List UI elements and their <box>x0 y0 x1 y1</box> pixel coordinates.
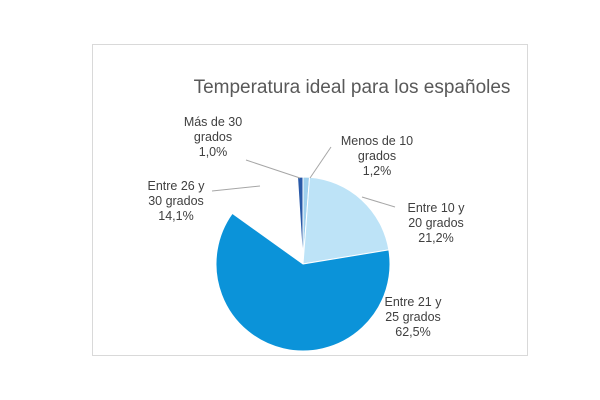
data-label-line: grados <box>358 149 396 163</box>
data-label-line: 62,5% <box>395 325 430 339</box>
data-label-5: Más de 30 grados 1,0% <box>184 115 242 159</box>
data-label-line: 1,0% <box>199 145 228 159</box>
data-label-line: 21,2% <box>418 231 453 245</box>
leader-line-1 <box>309 146 332 179</box>
data-label-line: 30 grados <box>148 194 204 208</box>
data-label-line: 20 grados <box>408 216 464 230</box>
pie-slice-4 <box>228 171 301 260</box>
data-labels: Menos de 10 grados 1,2%Entre 10 y 20 grados… <box>148 115 466 339</box>
data-label-line: 1,2% <box>363 164 392 178</box>
leader-line-2 <box>361 196 396 208</box>
data-label-line: grados <box>194 130 232 144</box>
data-label-line: Entre 21 y <box>385 295 443 309</box>
leader-lines <box>211 146 396 208</box>
data-label-line: Menos de 10 <box>341 134 413 148</box>
data-label-line: Entre 10 y <box>408 201 466 215</box>
pie-slices <box>215 171 391 352</box>
leader-line-4 <box>211 185 261 192</box>
chart-title: Temperatura ideal para los españoles <box>194 77 511 98</box>
data-label-4: Entre 26 y 30 grados 14,1% <box>148 179 206 223</box>
data-label-line: Más de 30 <box>184 115 242 129</box>
pie-slice-3 <box>215 212 391 352</box>
data-label-line: 25 grados <box>385 310 441 324</box>
data-label-line: 14,1% <box>158 209 193 223</box>
data-label-1: Menos de 10 grados 1,2% <box>341 134 413 178</box>
leader-line-5 <box>245 159 301 179</box>
data-label-2: Entre 10 y 20 grados 21,2% <box>408 201 466 245</box>
pie-slice-2 <box>302 176 390 265</box>
data-label-3: Entre 21 y 25 grados 62,5% <box>385 295 443 339</box>
data-label-line: Entre 26 y <box>148 179 206 193</box>
